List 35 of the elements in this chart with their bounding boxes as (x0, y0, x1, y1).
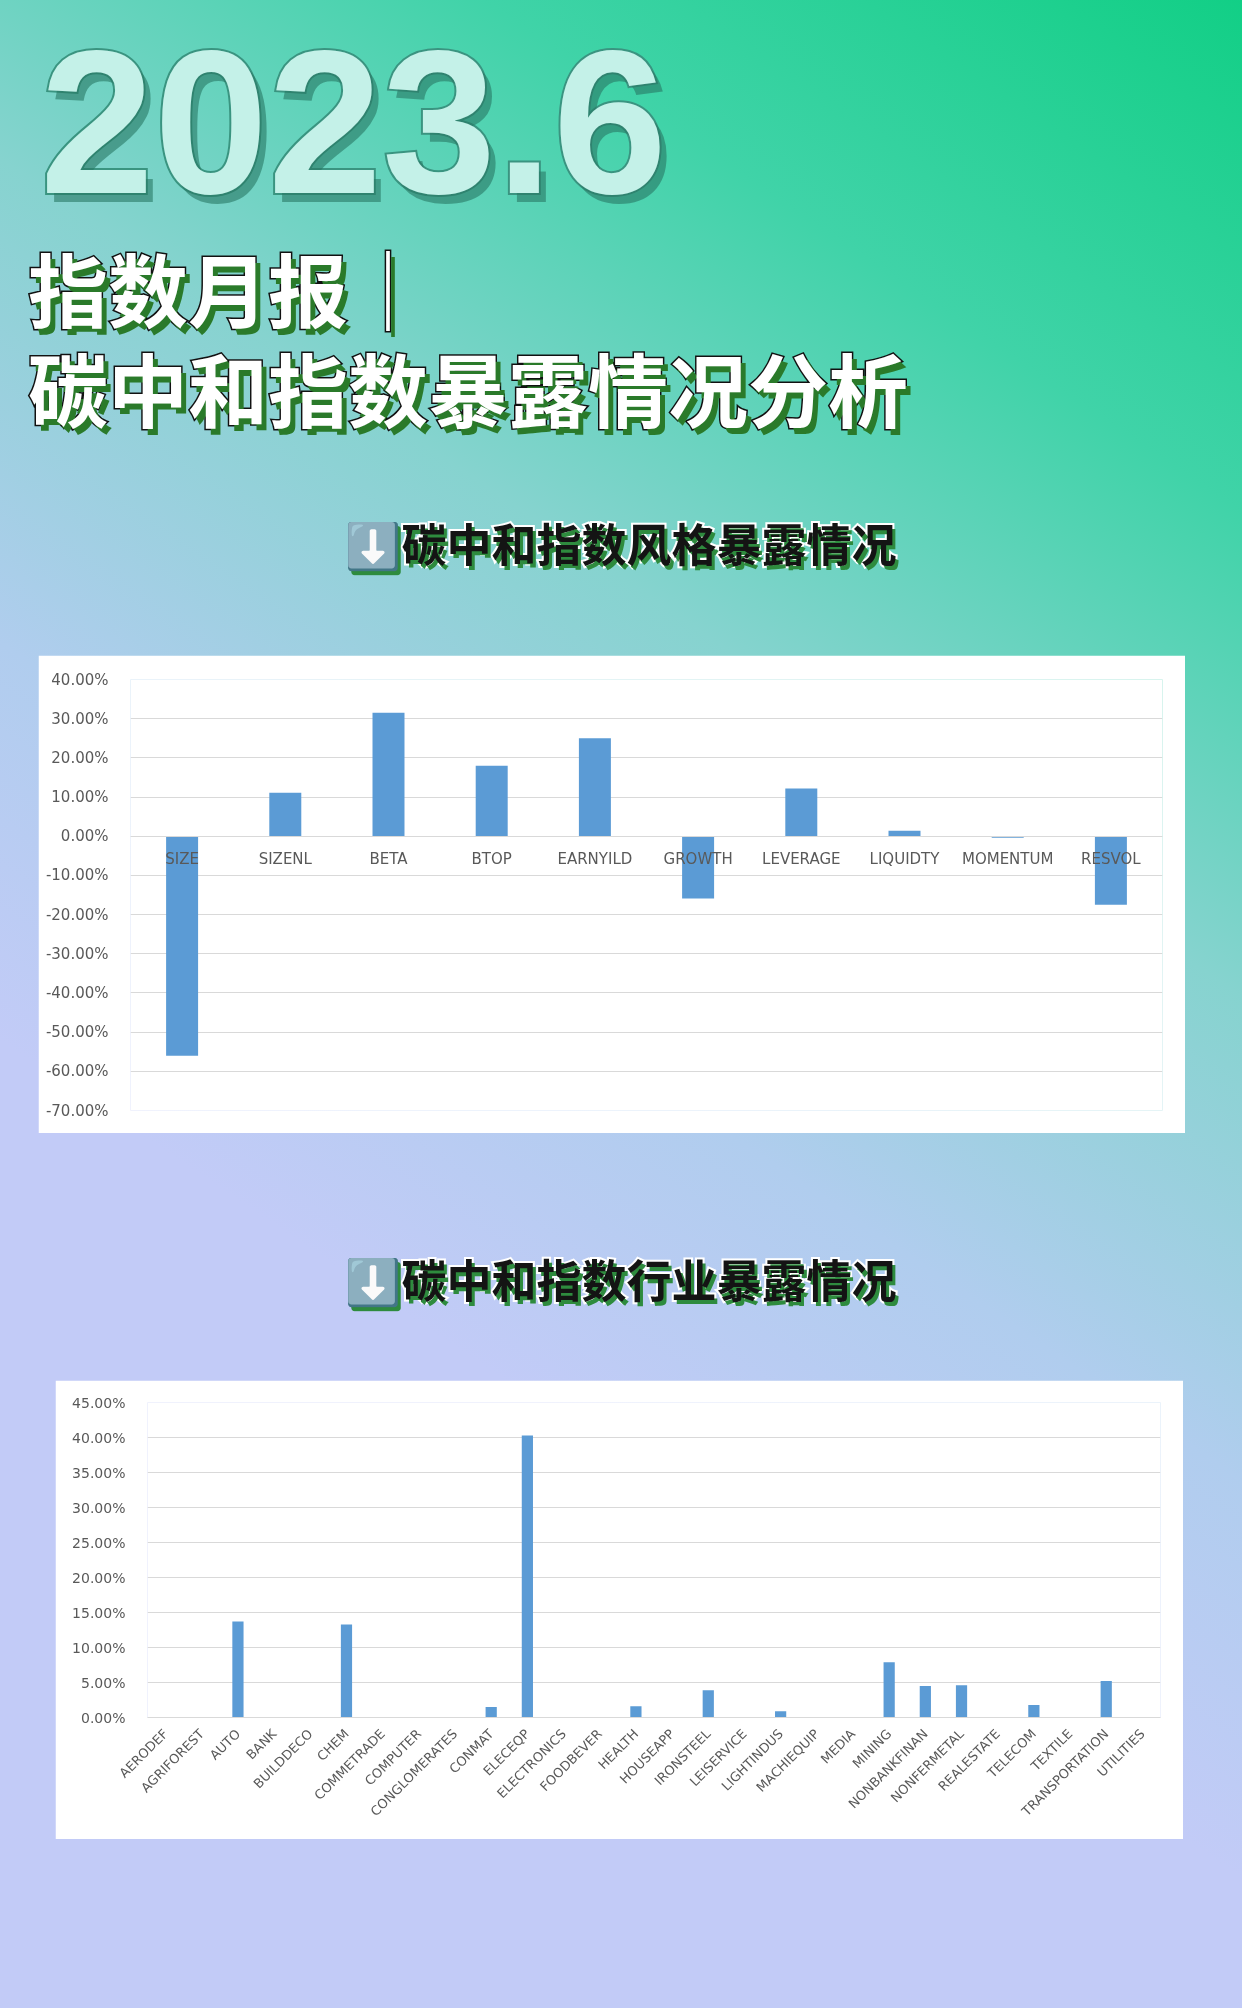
y-tick-label: 10.00% (51, 788, 109, 807)
y-tick-label: 40.00% (51, 670, 109, 689)
y-tick-label: 30.00% (72, 1499, 126, 1516)
text: 指数月报｜ (28, 246, 428, 342)
y-tick-label: 20.00% (51, 748, 109, 767)
y-tick-label: 25.00% (72, 1534, 126, 1551)
y-tick-label: 0.00% (60, 827, 109, 846)
x-tick-label: BETA (369, 850, 409, 869)
y-tick-label: -20.00% (45, 905, 109, 924)
text: 2023.6 (40, 7, 668, 236)
y-tick-label: -40.00% (45, 983, 109, 1002)
x-tick-label: SIZE (165, 850, 199, 869)
y-tick-label: 5.00% (81, 1674, 126, 1691)
y-tick-label: 40.00% (72, 1429, 126, 1446)
y-tick-label: 30.00% (51, 709, 109, 728)
x-tick-label: LIQUIDTY (869, 850, 941, 869)
text: 碳中和指数暴露情况分析 (28, 346, 908, 442)
y-tick-label: 10.00% (72, 1639, 126, 1656)
x-tick-label: MOMENTUM (961, 850, 1054, 869)
y-tick-label: 35.00% (72, 1464, 126, 1481)
chart-title: ⬇碳中和指数风格暴露情况 (344, 519, 898, 575)
y-tick-label: -60.00% (45, 1062, 109, 1081)
y-tick-label: 45.00% (72, 1394, 126, 1411)
y-tick-label: 15.00% (72, 1604, 126, 1621)
x-tick-label: LEVERAGE (762, 850, 841, 869)
chart-title: ⬇碳中和指数行业暴露情况 (344, 1255, 898, 1311)
y-tick-label: 0.00% (81, 1709, 126, 1726)
x-tick-label: BTOP (471, 850, 512, 869)
y-tick-label: -30.00% (45, 944, 109, 963)
y-tick-label: -70.00% (45, 1101, 109, 1120)
y-tick-label: 20.00% (72, 1569, 126, 1586)
x-tick-label: SIZENL (258, 850, 313, 869)
y-tick-label: -50.00% (45, 1023, 109, 1042)
y-tick-label: -10.00% (45, 866, 109, 885)
x-tick-label: EARNYILD (557, 850, 633, 869)
